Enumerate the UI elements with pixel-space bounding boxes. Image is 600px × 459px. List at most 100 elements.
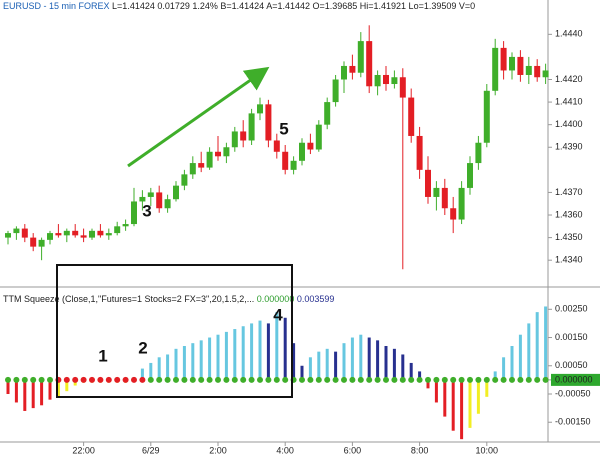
histogram-bar bbox=[359, 334, 363, 380]
candle-body bbox=[416, 135, 423, 170]
squeeze-dot bbox=[542, 376, 549, 383]
histogram-bar bbox=[476, 379, 480, 414]
histogram-bar bbox=[384, 346, 388, 380]
squeeze-dot bbox=[173, 376, 179, 383]
histogram-bar bbox=[6, 379, 10, 394]
y-tick-label: 1.4390 bbox=[555, 142, 583, 152]
candle-body bbox=[374, 74, 381, 87]
candle-body bbox=[273, 140, 280, 152]
squeeze-dot bbox=[425, 376, 431, 383]
squeeze-dot bbox=[458, 376, 465, 383]
candle-body bbox=[315, 124, 322, 150]
y-tick-label: 0.00050 bbox=[555, 360, 588, 370]
histogram-bar bbox=[460, 379, 464, 440]
candle-body bbox=[425, 169, 431, 197]
candle-body bbox=[299, 142, 305, 161]
x-tick-label: 8:00 bbox=[411, 445, 429, 455]
histogram-bar bbox=[418, 371, 422, 380]
candle-body bbox=[450, 208, 457, 220]
squeeze-dot bbox=[13, 376, 20, 383]
candle-body bbox=[391, 77, 398, 85]
histogram-bar bbox=[342, 343, 346, 380]
squeeze-dot bbox=[282, 376, 289, 383]
squeeze-dot bbox=[374, 376, 381, 383]
candle-body bbox=[13, 228, 20, 234]
candle-body bbox=[349, 65, 356, 73]
histogram-bar bbox=[317, 351, 321, 380]
histogram-bar bbox=[250, 323, 254, 380]
candle-body bbox=[114, 226, 121, 234]
candle-body bbox=[156, 192, 163, 209]
histogram-bar bbox=[392, 348, 396, 380]
quote: L=1.41424 0.01729 1.24% B=1.41424 A=1.41… bbox=[112, 1, 475, 11]
histogram-bar bbox=[40, 379, 44, 406]
candle-body bbox=[534, 65, 541, 78]
squeeze-dot bbox=[80, 376, 87, 383]
histogram-bar bbox=[23, 379, 27, 411]
candle-body bbox=[231, 131, 238, 148]
squeeze-dot bbox=[114, 376, 121, 383]
annotation: 5 bbox=[279, 119, 288, 138]
x-tick-label: 6/29 bbox=[142, 445, 160, 455]
candle-body bbox=[399, 77, 406, 98]
highlight-box bbox=[56, 264, 293, 398]
tick-highlight bbox=[551, 373, 600, 386]
squeeze-dot bbox=[223, 376, 230, 383]
squeeze-dot bbox=[324, 376, 331, 383]
squeeze-dot bbox=[492, 376, 499, 383]
histogram-bar bbox=[191, 343, 195, 380]
histogram-bar bbox=[350, 337, 354, 380]
squeeze-dot bbox=[441, 376, 448, 383]
squeeze-dot bbox=[30, 376, 37, 383]
candle-body bbox=[366, 41, 373, 87]
histogram-bar bbox=[14, 379, 18, 403]
candle-body bbox=[257, 104, 263, 114]
squeeze-dot bbox=[509, 376, 515, 383]
candle-body bbox=[441, 187, 448, 209]
y-tick-label: 0.000000 bbox=[555, 374, 593, 384]
histogram-bar bbox=[275, 312, 279, 380]
squeeze-dot bbox=[38, 376, 45, 383]
histogram-bar bbox=[140, 368, 144, 380]
candle-body bbox=[30, 237, 37, 247]
annotation: 4 bbox=[273, 305, 283, 324]
y-tick-label: 1.4410 bbox=[555, 96, 583, 106]
annotation: 2 bbox=[138, 338, 147, 357]
squeeze-dot bbox=[231, 376, 238, 383]
squeeze-dot bbox=[97, 376, 104, 383]
histogram-bar bbox=[65, 379, 69, 392]
x-tick-label: 4:00 bbox=[276, 445, 294, 455]
squeeze-dot bbox=[433, 376, 440, 383]
squeeze-dot bbox=[257, 376, 263, 383]
squeeze-dot bbox=[5, 376, 11, 383]
squeeze-dot bbox=[215, 376, 221, 383]
histogram-bar bbox=[325, 348, 329, 380]
squeeze-dot bbox=[341, 376, 347, 383]
indicator-header: TTM Squeeze (Close,1,"Futures=1 Stocks=2… bbox=[3, 294, 334, 304]
squeeze-dot bbox=[391, 376, 398, 383]
squeeze-dot bbox=[206, 376, 213, 383]
x-tick-label: 10:00 bbox=[476, 445, 499, 455]
histogram-bar bbox=[174, 348, 178, 380]
squeeze-dot bbox=[89, 376, 95, 383]
histogram-bar bbox=[31, 379, 35, 409]
squeeze-dot bbox=[273, 376, 280, 383]
x-tick-label: 22:00 bbox=[72, 445, 95, 455]
candle-body bbox=[383, 74, 389, 85]
y-tick-label: 1.4370 bbox=[555, 187, 583, 197]
squeeze-dot bbox=[500, 376, 507, 383]
squeeze-dot bbox=[181, 376, 188, 383]
candle-body bbox=[5, 233, 11, 238]
candle-body bbox=[467, 163, 473, 188]
histogram-bar bbox=[166, 354, 170, 380]
histogram-bar bbox=[182, 346, 186, 380]
candle-body bbox=[332, 79, 339, 103]
candle-body bbox=[63, 230, 70, 236]
squeeze-dot bbox=[265, 376, 272, 383]
x-tick-label: 2:00 bbox=[209, 445, 227, 455]
y-tick-label: 0.00150 bbox=[555, 332, 588, 342]
candle-body bbox=[139, 196, 146, 202]
y-tick-label: 1.4440 bbox=[555, 29, 583, 39]
candle-body bbox=[21, 228, 28, 238]
